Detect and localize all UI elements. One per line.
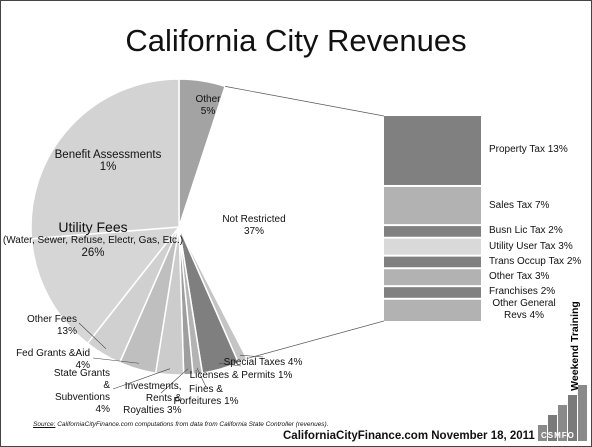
slice-name: Other Fees	[26, 314, 77, 325]
slice-name: State Grants & Subventions	[53, 368, 110, 403]
slice-label: Other Fees 13%	[17, 314, 77, 338]
connector	[225, 86, 385, 117]
slice-name: Utility Fees	[58, 219, 128, 235]
bar-segment	[384, 226, 481, 237]
pie-slice	[30, 78, 180, 240]
bar-label: Franchises 2%	[489, 286, 555, 298]
pie-slice	[30, 226, 181, 345]
leader-line	[160, 368, 189, 394]
bar-label: Other Tax 3%	[489, 271, 549, 283]
bar-label: Busn Lic Tax 2%	[489, 225, 563, 237]
slice-value: 1%	[224, 396, 239, 407]
leader-line	[112, 368, 171, 390]
logo-steps	[538, 385, 587, 441]
bar-label: Other General Revs 4%	[489, 298, 559, 322]
slice-label: Benefit Assessments 1%	[33, 149, 183, 173]
bar-label: Trans Occup Tax 2%	[489, 256, 581, 268]
slice-name: Not Restricted	[222, 214, 286, 225]
slice-name: Fines & Forfeitures	[173, 384, 223, 407]
slice-value: 26%	[81, 247, 105, 259]
side-text: Weekend Training	[569, 301, 581, 391]
bar-name: Sales Tax	[489, 199, 533, 211]
bar-name: Franchises	[489, 286, 538, 298]
slice-value: 3%	[167, 405, 182, 416]
slice-value: 4%	[95, 404, 110, 415]
slice-label: Licenses & Permits 1%	[190, 370, 293, 382]
bar-segment	[384, 186, 481, 225]
bar-value: 13%	[547, 144, 568, 156]
bar-value: 7%	[534, 199, 550, 211]
bar-name: Other Tax	[489, 271, 533, 283]
bar-segment	[384, 299, 481, 321]
bar-label: Sales Tax 7%	[489, 200, 549, 212]
leader-line	[196, 367, 207, 388]
bar-value: 2%	[548, 225, 563, 237]
slice-name: Special Taxes	[223, 357, 286, 368]
bar-segment	[384, 256, 481, 268]
leader-line	[78, 322, 107, 350]
footer: CaliforniaCityFinance.com November 18, 2…	[283, 430, 535, 442]
slice-label: State Grants & Subventions 4%	[48, 368, 110, 416]
slice-value: 4%	[75, 360, 90, 371]
logo: CSMFO	[541, 431, 575, 440]
bar-value: 2%	[540, 286, 556, 298]
leader-line	[92, 357, 140, 364]
bar-name: Property Tax	[489, 144, 545, 156]
bar-name: Utility User Tax	[489, 240, 556, 252]
pie-slice	[178, 85, 328, 360]
slice-label: Fines & Forfeitures 1%	[171, 384, 241, 408]
slice-value: 37%	[243, 226, 264, 237]
slice-label: Investments, Rents & Royalties 3%	[117, 381, 182, 417]
bar-label: Property Tax 13%	[489, 144, 568, 156]
slice-label: Other 5%	[193, 94, 223, 118]
slice-name: Other	[195, 94, 221, 105]
slice-name: Fed Grants &Aid	[16, 348, 90, 359]
chart-title: California City Revenues	[125, 23, 467, 58]
connector	[246, 320, 385, 359]
slice-value: 5%	[200, 106, 216, 117]
slice-label: Fed Grants &Aid 4%	[8, 348, 90, 372]
slice-value: 13%	[56, 326, 77, 337]
bar-value: 3%	[558, 240, 573, 252]
source-text: CaliforniaCityFinance.com computations f…	[57, 421, 329, 428]
slice-value: 1%	[277, 370, 293, 381]
bar-segment	[384, 238, 481, 255]
bar-value: 2%	[566, 255, 582, 267]
slice-name: Investments, Rents & Royalties	[123, 381, 182, 416]
slice-value: 4%	[287, 357, 303, 368]
slice-note: (Water, Sewer, Refuse, Electr, Gas, Etc.…	[2, 235, 184, 246]
leader-line	[240, 354, 264, 358]
bar-name: Busn Lic Tax	[489, 225, 546, 237]
slice-label: Utility Fees (Water, Sewer, Refuse, Elect…	[3, 219, 183, 259]
source: Source: CaliforniaCityFinance.com comput…	[33, 421, 329, 428]
slice-name: Benefit Assessments	[54, 149, 162, 161]
bar-label: Utility User Tax 3%	[489, 241, 573, 253]
bar-name: Other General Revs	[492, 298, 556, 322]
source-label: Source:	[33, 421, 56, 428]
slice-name: Licenses & Permits	[189, 370, 276, 381]
bar-value: 4%	[529, 310, 545, 322]
leader-line	[218, 362, 242, 367]
bar-value: 3%	[534, 271, 550, 283]
bar-segment	[384, 269, 481, 286]
bar-name: Trans Occup Tax	[489, 255, 565, 267]
bar-segment	[384, 287, 481, 298]
slice-value: 1%	[99, 161, 117, 173]
bar-segment	[384, 116, 481, 185]
slice-label: Special Taxes 4%	[224, 357, 303, 369]
slice-label: Not Restricted 37%	[209, 214, 299, 238]
